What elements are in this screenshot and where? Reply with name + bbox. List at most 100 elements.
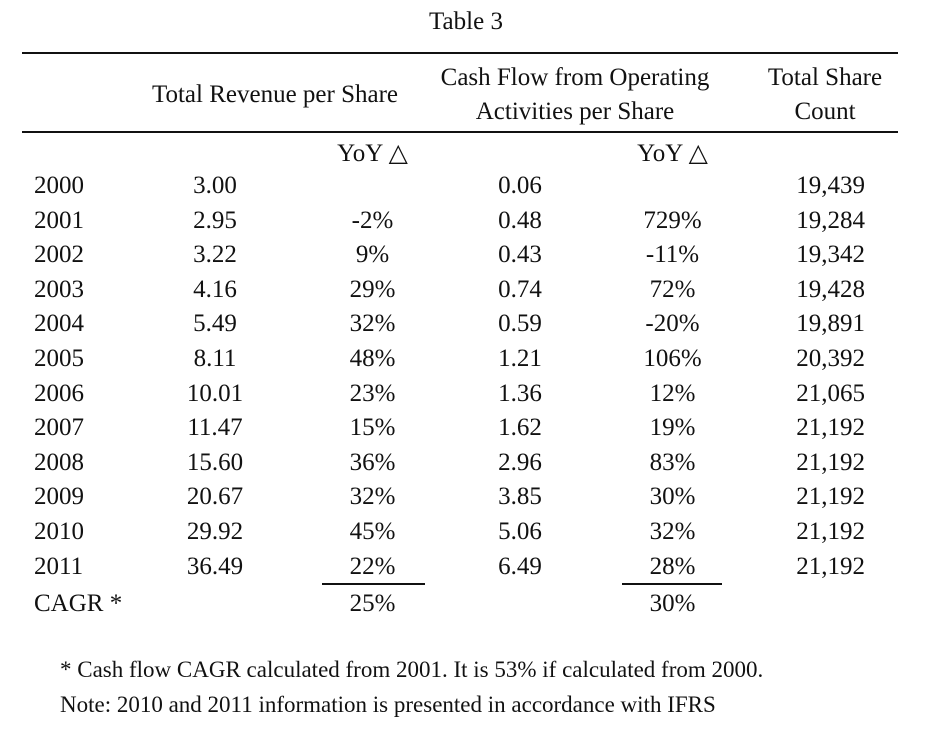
cell-cashflow-yoy: -11%: [645, 241, 700, 269]
cell-cashflow: 3.85: [498, 483, 542, 511]
cell-share-count: 20,392: [796, 344, 865, 372]
cell-revenue-yoy: 29%: [349, 275, 396, 303]
cell-revenue-yoy: -2%: [351, 206, 394, 234]
header-cashflow-line2: Activities per Share: [475, 98, 675, 125]
header-cashflow-yoy: YoY △: [637, 140, 708, 167]
cell-revenue: 29.92: [186, 517, 244, 545]
header-revenue-yoy: YoY △: [337, 140, 408, 167]
cell-share-count: 21,192: [796, 483, 865, 511]
cell-cashflow-yoy: -20%: [645, 310, 700, 338]
cell-cashflow-yoy: 19%: [649, 414, 696, 442]
cell-year: 2001: [34, 206, 84, 234]
table-row: 2004 5.49 32% 0.59 -20% 19,891: [0, 308, 932, 343]
cell-revenue: 2.95: [193, 206, 237, 234]
cagr-row: CAGR * 25% 30%: [0, 588, 932, 622]
cell-year: 2003: [34, 275, 84, 303]
cell-share-count: 19,284: [796, 206, 865, 234]
cell-cashflow: 0.43: [498, 241, 542, 269]
header-revenue: Total Revenue per Share: [151, 81, 399, 108]
cell-cashflow: 1.36: [498, 379, 542, 407]
cell-cashflow: 0.59: [498, 310, 542, 338]
cell-share-count: 21,192: [796, 448, 865, 476]
cagr-cashflow: 30%: [649, 590, 696, 617]
cell-revenue-yoy: 32%: [349, 310, 396, 338]
top-rule: [22, 52, 898, 54]
cell-cashflow-yoy: 729%: [643, 206, 702, 234]
cell-share-count: 21,192: [796, 552, 865, 580]
cell-cashflow-yoy: 28%: [649, 552, 696, 580]
cell-revenue: 36.49: [186, 552, 244, 580]
cell-revenue-yoy: 9%: [355, 241, 390, 269]
header-share-count: Total Share Count: [745, 61, 905, 129]
cell-year: 2009: [34, 483, 84, 511]
cell-cashflow-yoy: 83%: [649, 448, 696, 476]
cell-cashflow-yoy: 12%: [649, 379, 696, 407]
table-row: 2003 4.16 29% 0.74 72% 19,428: [0, 274, 932, 309]
cell-year: 2006: [34, 379, 84, 407]
footnote-ifrs: Note: 2010 and 2011 information is prese…: [60, 692, 716, 717]
table-row: 2001 2.95 -2% 0.48 729% 19,284: [0, 205, 932, 240]
cell-share-count: 19,891: [796, 310, 865, 338]
cell-cashflow-yoy: 32%: [649, 517, 696, 545]
cell-revenue-yoy: 45%: [349, 517, 396, 545]
table-row: 2008 15.60 36% 2.96 83% 21,192: [0, 447, 932, 482]
table-row: 2000 3.00 0.06 19,439: [0, 170, 932, 205]
cell-year: 2010: [34, 517, 84, 545]
cell-share-count: 21,065: [796, 379, 865, 407]
cell-revenue: 3.00: [193, 172, 237, 199]
cell-revenue-yoy: 48%: [349, 344, 396, 372]
cell-year: 2004: [34, 310, 84, 338]
cell-revenue-yoy: 36%: [349, 448, 396, 476]
cell-revenue-yoy: 32%: [349, 483, 396, 511]
table-body: 2000 3.00 0.06 19,439 2001 2.95 -2% 0.48 729% 19,…: [0, 170, 932, 585]
table-row: 2011 36.49 22% 6.49 28% 21,192: [0, 551, 932, 586]
cell-revenue: 5.49: [193, 310, 237, 338]
cell-cashflow-yoy: 30%: [649, 483, 696, 511]
cell-year: 2011: [34, 552, 84, 580]
table-title: Table 3: [429, 8, 503, 35]
cell-revenue-yoy: 23%: [349, 379, 396, 407]
table-row: 2006 10.01 23% 1.36 12% 21,065: [0, 378, 932, 413]
cell-revenue: 8.11: [193, 344, 237, 372]
cell-revenue: 4.16: [193, 275, 237, 303]
header-cashflow-line1: Cash Flow from Operating: [440, 64, 710, 91]
cell-share-count: 19,439: [796, 172, 865, 199]
cell-revenue: 20.67: [186, 483, 244, 511]
cell-cashflow-yoy: 106%: [643, 344, 702, 372]
cell-cashflow: 2.96: [498, 448, 542, 476]
cell-cashflow: 1.62: [498, 414, 542, 442]
footnote-cagr: * Cash flow CAGR calculated from 2001. I…: [60, 657, 764, 682]
table-row: 2002 3.22 9% 0.43 -11% 19,342: [0, 239, 932, 274]
cell-year: 2005: [34, 344, 84, 372]
cell-cashflow: 6.49: [498, 552, 542, 580]
header-count-line1: Total Share: [767, 64, 883, 91]
table-row: 2007 11.47 15% 1.62 19% 21,192: [0, 412, 932, 447]
cell-cashflow-yoy: 72%: [649, 275, 696, 303]
cell-cashflow: 0.48: [498, 206, 542, 234]
cell-cashflow: 1.21: [498, 344, 542, 372]
cell-cashflow: 0.74: [498, 275, 542, 303]
cell-share-count: 21,192: [796, 517, 865, 545]
cell-share-count: 21,192: [796, 414, 865, 442]
cell-revenue: 3.22: [193, 241, 237, 269]
table-row: 2005 8.11 48% 1.21 106% 20,392: [0, 343, 932, 378]
header-rule: [22, 131, 898, 133]
cell-revenue-yoy: 22%: [349, 552, 396, 580]
cell-share-count: 19,342: [796, 241, 865, 269]
cagr-label: CAGR *: [34, 590, 123, 617]
cell-share-count: 19,428: [796, 275, 865, 303]
cell-revenue: 11.47: [187, 414, 243, 442]
cell-year: 2002: [34, 241, 84, 269]
cell-cashflow: 0.06: [498, 172, 542, 199]
revenue-yoy-underline: [322, 583, 425, 585]
cell-year: 2008: [34, 448, 84, 476]
cell-year: 2000: [34, 172, 84, 199]
header-count-line2: Count: [794, 98, 856, 125]
cell-cashflow: 5.06: [498, 517, 542, 545]
cell-year: 2007: [34, 414, 84, 442]
header-cashflow: Cash Flow from Operating Activities per …: [420, 61, 730, 129]
cell-revenue-yoy: 15%: [349, 414, 396, 442]
cashflow-yoy-underline: [622, 583, 722, 585]
cell-revenue: 15.60: [186, 448, 244, 476]
